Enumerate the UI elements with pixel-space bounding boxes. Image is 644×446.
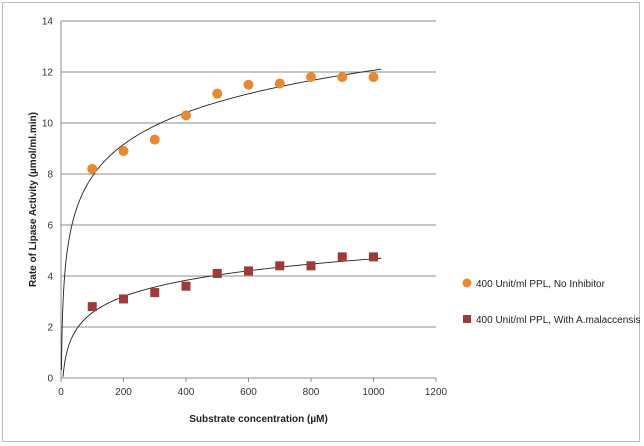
data-point-series-1	[118, 146, 129, 157]
data-point-series-1	[87, 163, 98, 174]
x-tick-label: 600	[240, 387, 257, 398]
grid	[61, 20, 436, 328]
data-point-series-2	[212, 268, 222, 278]
data-point-series-1	[243, 79, 254, 90]
legend: 400 Unit/ml PPL, No Inhibitor 400 Unit/m…	[462, 278, 641, 326]
axes	[60, 21, 437, 382]
x-tick-label: 800	[303, 387, 320, 398]
chart-frame	[2, 2, 640, 442]
trendlines	[61, 68, 382, 377]
y-tick-label: 8	[47, 170, 53, 181]
legend-marker-circle	[462, 278, 472, 288]
y-tick-label: 10	[42, 119, 54, 130]
legend-item-series-2: 400 Unit/ml PPL, With A.malaccensis	[463, 315, 641, 326]
y-tick-label: 14	[42, 17, 54, 28]
y-tick-label: 0	[47, 374, 53, 385]
legend-label: 400 Unit/ml PPL, No Inhibitor	[476, 279, 606, 290]
data-point-series-1	[181, 110, 191, 121]
y-tick-label: 12	[42, 68, 54, 79]
data-point-series-1	[149, 134, 160, 145]
legend-item-series-1: 400 Unit/ml PPL, No Inhibitor	[462, 278, 606, 290]
data-point-series-2	[275, 261, 285, 271]
data-point-series-1	[368, 72, 379, 83]
trendline-series-1	[61, 68, 382, 371]
data-point-series-2	[119, 294, 128, 304]
data-point-series-1	[274, 78, 285, 89]
data-point-series-1	[337, 72, 348, 83]
data-point-series-1	[306, 72, 316, 83]
y-tick-labels: 0 2 4 6 8 10 12 14	[42, 17, 54, 385]
data-point-series-2	[369, 252, 378, 262]
data-point-series-2	[181, 281, 191, 291]
y-tick-label: 2	[47, 323, 53, 334]
x-tick-label: 400	[178, 387, 195, 398]
data-point-series-2	[244, 266, 253, 276]
data-point-series-2	[150, 288, 160, 298]
legend-label: 400 Unit/ml PPL, With A.malaccensis	[476, 315, 641, 326]
x-axis-title: Substrate concentration (µM)	[189, 414, 328, 425]
x-tick-label: 200	[115, 387, 132, 398]
y-axis-title: Rate of Lipase Activity (µmol/ml.min)	[28, 112, 39, 287]
y-tick-label: 6	[47, 221, 53, 232]
trendline-series-2	[62, 257, 382, 377]
legend-marker-square	[463, 315, 471, 323]
data-points	[87, 72, 379, 312]
data-point-series-1	[212, 88, 223, 99]
data-point-series-2	[306, 261, 316, 271]
data-point-series-2	[87, 302, 97, 312]
x-tick-labels: 0 200 400 600 800 1000 1200	[58, 387, 447, 398]
y-tick-label: 4	[47, 272, 53, 283]
x-tick-label: 0	[58, 387, 64, 398]
x-tick-label: 1200	[425, 387, 448, 398]
data-point-series-2	[337, 252, 347, 262]
x-tick-label: 1000	[362, 387, 385, 398]
